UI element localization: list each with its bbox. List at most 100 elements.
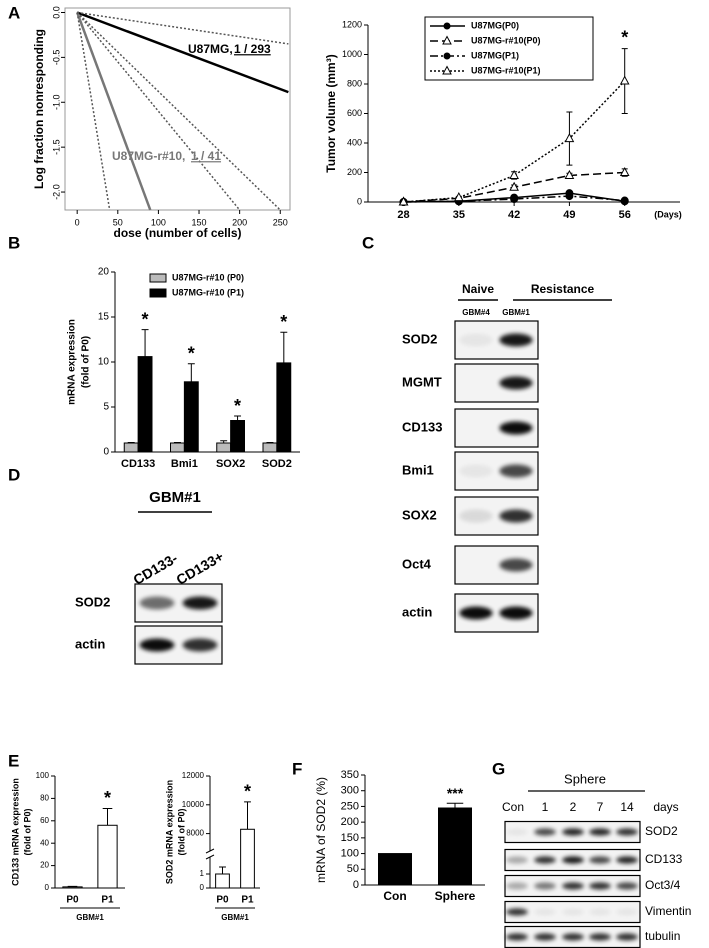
band	[589, 908, 611, 916]
x-tick-label: CD133	[121, 458, 155, 470]
y-tick-label: 40	[40, 838, 49, 847]
bar	[123, 442, 139, 453]
marker	[509, 181, 519, 191]
annotation: 1 / 41	[191, 149, 221, 163]
y-tick-label: 600	[347, 108, 362, 118]
y-tick-label: 8000	[186, 829, 204, 838]
band	[499, 333, 533, 347]
y-tick-label: 5	[103, 402, 109, 413]
y-tick-label: 15	[98, 312, 110, 323]
group-label: Resistance	[531, 282, 595, 296]
x-tick-label: 250	[273, 217, 288, 227]
band	[562, 908, 584, 916]
x-tick-label: 28	[397, 209, 409, 221]
row-label: CD133	[402, 419, 442, 434]
error-bar	[187, 363, 195, 382]
y-axis-label: SOD2 mRNA expression	[164, 780, 174, 884]
marker	[620, 196, 629, 205]
band	[589, 856, 611, 864]
series-line	[76, 12, 152, 211]
bar	[230, 420, 245, 453]
y-tick-label: -1.5	[51, 139, 61, 155]
bar	[240, 828, 255, 889]
band	[506, 856, 528, 864]
y-axis-label: (fold of P0)	[81, 336, 92, 388]
band	[562, 882, 584, 890]
blot-title: GBM#1	[149, 489, 201, 506]
band	[506, 882, 528, 890]
row-label: SOD2	[645, 824, 678, 838]
band	[589, 828, 611, 836]
y-tick-label: 250	[341, 800, 359, 812]
bar	[378, 853, 412, 886]
error-bar	[234, 415, 242, 421]
y-axis-label: Log fraction nonresponding	[32, 29, 46, 189]
y-axis-label: mRNA of SOD2 (%)	[314, 777, 328, 883]
lane-label: 14	[620, 800, 634, 814]
marker	[510, 195, 519, 204]
band	[534, 856, 556, 864]
error-bar	[102, 807, 113, 826]
y-tick-label: -0.5	[51, 50, 61, 66]
series-line	[76, 12, 111, 211]
series-line	[76, 12, 241, 211]
annotation: *	[621, 27, 628, 47]
marker	[564, 169, 575, 179]
bar	[276, 362, 292, 453]
panel-label: E	[8, 751, 19, 770]
y-tick-label: 300	[341, 785, 359, 797]
marker	[564, 133, 575, 143]
legend-marker	[442, 35, 452, 45]
x-tick-label: Sphere	[435, 889, 476, 903]
x-axis-label: dose (number of cells)	[113, 226, 241, 240]
y-tick-label: 100	[341, 847, 359, 859]
row-label: SOD2	[402, 331, 437, 346]
panel-label: B	[8, 233, 20, 252]
x-axis-label: GBM#1	[221, 913, 249, 922]
error-bar	[220, 440, 228, 443]
annotation: ***	[447, 785, 464, 801]
band	[459, 464, 493, 478]
y-tick-label: 400	[347, 137, 362, 147]
band	[499, 464, 533, 478]
band	[182, 596, 218, 610]
lane-label: Con	[502, 800, 524, 814]
legend-label: U87MG-r#10 (P1)	[172, 287, 244, 297]
plot-frame	[64, 7, 291, 211]
y-tick-label: 10	[98, 357, 110, 368]
legend-label: U87MG-r#10(P0)	[471, 35, 541, 45]
series-line	[76, 11, 281, 211]
annotation: *	[142, 309, 149, 329]
bar	[62, 886, 83, 889]
y-tick-label: 0.0	[51, 6, 61, 19]
legend-swatch	[149, 288, 167, 298]
band	[562, 828, 584, 836]
legend-marker	[442, 65, 452, 75]
error-bar	[67, 885, 78, 887]
band	[459, 333, 493, 347]
axis-break	[205, 848, 215, 854]
annotation: *	[280, 312, 287, 332]
y-tick-label: 1000	[342, 49, 362, 59]
band	[534, 828, 556, 836]
band	[506, 933, 528, 941]
band	[562, 933, 584, 941]
panel-label: A	[8, 3, 20, 22]
y-axis-label: (fold of P0)	[176, 809, 186, 856]
annotation: *	[104, 788, 111, 808]
lane-label: 1	[542, 800, 549, 814]
blot-title: Sphere	[564, 771, 606, 786]
band	[499, 509, 533, 523]
x-tick-label: P0	[66, 895, 79, 906]
band	[616, 908, 638, 916]
band	[499, 558, 533, 572]
band	[139, 596, 175, 610]
lane-label: 7	[597, 800, 604, 814]
x-tick-label: 56	[619, 209, 631, 221]
bar	[137, 356, 153, 453]
y-tick-label: 80	[40, 794, 49, 803]
annotation: U87MG-r#10,	[112, 149, 185, 163]
x-axis-label: (Days)	[654, 209, 682, 219]
series-line	[77, 11, 289, 45]
bar	[262, 442, 278, 453]
